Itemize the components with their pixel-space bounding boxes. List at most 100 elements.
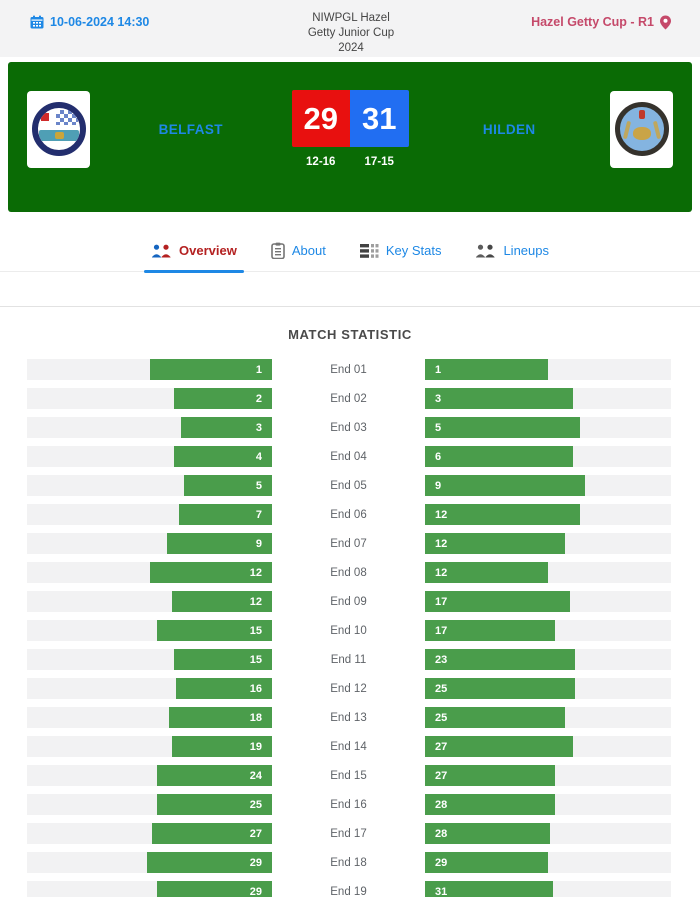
end-label: End 13	[330, 711, 367, 724]
clipboard-icon	[271, 242, 285, 259]
end-label: End 12	[330, 682, 367, 695]
away-bar-value: 23	[435, 653, 448, 666]
away-bar: 17	[425, 591, 571, 612]
competition-title-line1: NIWPGL Hazel	[312, 12, 390, 24]
away-bar-value: 29	[435, 856, 448, 869]
competition-title-line2: Getty Junior Cup	[307, 27, 395, 39]
away-sub-score: 17-15	[364, 156, 394, 168]
away-bar-value: 1	[435, 363, 442, 376]
away-bar: 23	[425, 649, 576, 670]
home-bar-track: 7	[27, 504, 272, 525]
end-row: 2 End 02 3	[27, 388, 700, 409]
content-divider	[0, 272, 700, 307]
away-bar: 25	[425, 707, 566, 728]
away-bar: 9	[425, 475, 585, 496]
end-row: 16 End 12 25	[27, 678, 700, 699]
away-bar-track: 29	[425, 852, 671, 873]
home-bar-value: 1	[255, 363, 262, 376]
tab-key-stats-label: Key Stats	[385, 243, 442, 258]
home-bar-value: 9	[255, 537, 262, 550]
home-bar-track: 1	[27, 359, 272, 380]
away-bar: 31	[425, 881, 553, 897]
away-bar: 17	[425, 620, 556, 641]
tab-about[interactable]: About	[271, 242, 326, 259]
home-bar-value: 2	[255, 392, 262, 405]
end-row: 12 End 09 17	[27, 591, 700, 612]
away-bar-track: 27	[425, 765, 671, 786]
home-bar: 4	[174, 446, 272, 467]
away-bar-track: 28	[425, 794, 671, 815]
away-bar-value: 17	[435, 624, 448, 637]
end-row: 12 End 08 12	[27, 562, 700, 583]
away-bar-track: 17	[425, 591, 671, 612]
tab-lineups[interactable]: Lineups	[475, 243, 549, 258]
home-bar-track: 12	[27, 562, 272, 583]
home-bar-track: 16	[27, 678, 272, 699]
stats-table-icon	[359, 243, 379, 258]
home-bar-value: 3	[255, 421, 262, 434]
away-bar-track: 17	[425, 620, 671, 641]
tab-overview-label: Overview	[179, 243, 237, 258]
away-bar-value: 12	[435, 537, 448, 550]
away-bar-value: 12	[435, 566, 448, 579]
away-bar: 6	[425, 446, 573, 467]
end-row: 19 End 14 27	[27, 736, 700, 757]
home-bar: 1	[149, 359, 272, 380]
tab-lineups-label: Lineups	[503, 243, 549, 258]
home-bar-track: 29	[27, 881, 272, 897]
end-label: End 06	[330, 508, 367, 521]
end-row: 5 End 05 9	[27, 475, 700, 496]
end-row: 15 End 10 17	[27, 620, 700, 641]
match-datetime: 10-06-2024 14:30	[30, 0, 220, 57]
tab-key-stats[interactable]: Key Stats	[359, 243, 442, 258]
belfast-crest-icon	[31, 102, 86, 156]
away-bar-value: 25	[435, 711, 448, 724]
end-row: 18 End 13 25	[27, 707, 700, 728]
away-bar-track: 28	[425, 823, 671, 844]
end-row: 24 End 15 27	[27, 765, 700, 786]
location-pin-icon	[660, 15, 671, 30]
home-bar: 2	[174, 388, 272, 409]
home-bar: 27	[151, 823, 272, 844]
end-row: 3 End 03 5	[27, 417, 700, 438]
home-bar-value: 27	[249, 827, 262, 840]
home-bar-value: 29	[249, 885, 262, 897]
away-bar: 27	[425, 736, 573, 757]
away-bar-track: 9	[425, 475, 671, 496]
home-bar-value: 29	[249, 856, 262, 869]
round-link[interactable]: Hazel Getty Cup - R1	[482, 0, 672, 57]
away-bar-value: 28	[435, 827, 448, 840]
away-score: 31	[350, 90, 409, 147]
away-bar-value: 5	[435, 421, 442, 434]
home-bar: 12	[149, 562, 272, 583]
end-row: 1 End 01 1	[27, 359, 700, 380]
end-row: 15 End 11 23	[27, 649, 700, 670]
end-label: End 03	[330, 421, 367, 434]
home-bar-value: 16	[249, 682, 262, 695]
away-bar: 12	[425, 562, 548, 583]
end-row: 4 End 04 6	[27, 446, 700, 467]
away-bar-track: 5	[425, 417, 671, 438]
end-label: End 15	[330, 769, 367, 782]
away-bar: 1	[425, 359, 548, 380]
home-bar-track: 4	[27, 446, 272, 467]
end-label: End 14	[330, 740, 367, 753]
end-row: 27 End 17 28	[27, 823, 700, 844]
home-bar-value: 25	[249, 798, 262, 811]
away-bar: 27	[425, 765, 556, 786]
home-bar-track: 19	[27, 736, 272, 757]
tab-overview[interactable]: Overview	[144, 243, 244, 273]
away-bar: 12	[425, 533, 566, 554]
away-bar-value: 6	[435, 450, 442, 463]
home-bar-value: 4	[255, 450, 262, 463]
away-bar: 29	[425, 852, 548, 873]
home-bar-value: 19	[249, 740, 262, 753]
teams-overview-icon	[152, 244, 171, 257]
away-bar-track: 1	[425, 359, 671, 380]
home-bar-track: 12	[27, 591, 272, 612]
section-title: MATCH STATISTIC	[288, 327, 412, 342]
end-row: 29 End 19 31	[27, 881, 700, 897]
home-sub-score: 12-16	[306, 156, 336, 168]
home-team-name: BELFAST	[158, 121, 223, 137]
